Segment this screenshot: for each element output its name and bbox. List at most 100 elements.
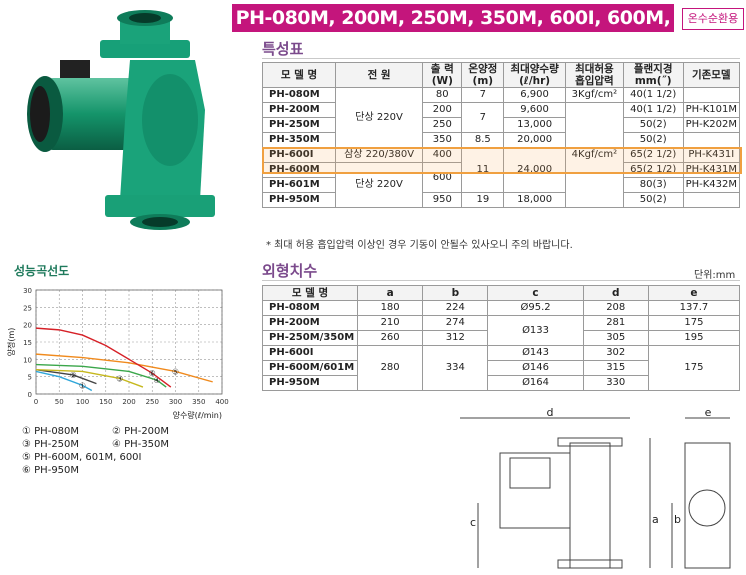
y-tick-label: 30 <box>23 287 32 295</box>
cell: 6,900 <box>503 87 566 103</box>
header-line: 흡입압력 <box>575 75 614 87</box>
cell: PH-950M <box>262 375 358 391</box>
chart-title: 성능곡선도 <box>14 264 70 278</box>
header-line: (m) <box>472 75 494 87</box>
cell: Ø146 <box>487 360 584 376</box>
cell: PH-601M <box>262 177 336 193</box>
cell: Ø95.2 <box>487 300 584 316</box>
unit: 단위:mm <box>694 270 736 281</box>
cell: 50(2) <box>622 132 684 148</box>
y-axis-label: 양정(m) <box>6 328 16 357</box>
cell: PH-950M <box>262 192 336 208</box>
cell: 334 <box>422 345 489 391</box>
x-tick-label: 400 <box>215 398 228 406</box>
header-tag: 온수순환용 <box>682 8 744 30</box>
header-line: 출 력 <box>430 63 454 75</box>
curve-marker: ③ <box>116 374 123 383</box>
curve-marker: ① <box>79 381 86 390</box>
cell: 175 <box>647 345 741 391</box>
header-title: PH-080M, 200M, 250M, 350M, 600I, 600M, 6… <box>232 4 674 57</box>
x-tick-label: 300 <box>169 398 182 406</box>
cell: 80(3) <box>622 177 684 193</box>
outline-drawing: d c a b e <box>460 408 731 569</box>
flange <box>557 559 623 569</box>
terminal-box <box>509 457 551 489</box>
cell: 9,600 <box>503 102 566 118</box>
cell: PH-250M/350M <box>262 330 358 346</box>
cell: PH-600M/601M <box>262 360 358 376</box>
cell: PH-350M <box>262 132 336 148</box>
header-cell: 최대양수량 (ℓ/hr) <box>503 62 566 88</box>
legend-marker: ⑥ <box>22 465 31 476</box>
cell: 330 <box>582 375 649 391</box>
header-line: (ℓ/hr) <box>519 75 551 87</box>
legend-marker: ⑤ <box>22 452 31 463</box>
header-cell: 전 원 <box>334 62 424 88</box>
curve <box>35 327 172 388</box>
header-line: 온양정 <box>468 63 498 75</box>
cell: PH-080M <box>262 87 336 103</box>
header-cell: 모 델 명 <box>262 62 336 88</box>
cell: Ø164 <box>487 375 584 391</box>
cell: PH-K432M <box>682 177 741 193</box>
header-cell: 플랜지경 mm(˝) <box>622 62 684 88</box>
cell: PH-K101M <box>682 102 741 118</box>
header-cell: 모 델 명 <box>262 285 358 301</box>
legend-label: PH-250M <box>34 439 80 450</box>
cell: 19 <box>461 192 505 208</box>
curve <box>35 369 97 385</box>
curve <box>35 369 144 388</box>
spec-table: 모 델 명 전 원 출 력 (W) 온양정 (m) 최대양수량 (ℓ/hr) 최대허용… <box>262 62 741 208</box>
header-line: (W) <box>431 75 453 87</box>
cell: 40(1 1/2) <box>622 87 684 103</box>
legend-row: ① PH-080M ② PH-200M <box>22 425 169 438</box>
curve-marker: ⑤ <box>172 367 179 376</box>
divider <box>262 58 740 59</box>
cell: 50(2) <box>622 117 684 133</box>
header-line: mm(˝) <box>634 75 672 87</box>
y-tick-label: 0 <box>28 391 32 399</box>
cell: PH-080M <box>262 300 358 316</box>
curve-marker: ② <box>70 371 77 380</box>
highlight-box <box>262 147 742 174</box>
header-line: 최대양수량 <box>510 63 559 75</box>
cell: 200 <box>422 102 463 118</box>
cell: 195 <box>647 330 741 346</box>
header-line: 플랜지경 <box>633 63 673 75</box>
cell: 208 <box>582 300 649 316</box>
cell: 250 <box>422 117 463 133</box>
legend-row: ⑤ PH-600M, 601M, 600I <box>22 451 169 464</box>
cell: PH-K202M <box>682 117 741 133</box>
side-outline <box>684 442 731 569</box>
cell: 7 <box>461 87 505 103</box>
cell: 224 <box>422 300 489 316</box>
legend-marker: ③ <box>22 439 31 450</box>
cell: 50(2) <box>622 192 684 208</box>
x-tick-label: 250 <box>146 398 159 406</box>
y-tick-label: 25 <box>23 304 32 312</box>
header-cell: c <box>487 285 584 301</box>
header-cell: 기존모델 <box>682 62 741 88</box>
cell: PH-200M <box>262 315 358 331</box>
note: * 최대 허용 흡입압력 이상인 경우 기동이 안될수 있사오니 주의 바랍니다… <box>266 240 573 251</box>
cell: 305 <box>582 330 649 346</box>
cell: 13,000 <box>503 117 566 133</box>
legend-marker: ① <box>22 426 31 437</box>
x-tick-label: 0 <box>34 398 38 406</box>
section-title: 외형치수 <box>262 262 318 280</box>
cell: 280 <box>356 345 424 391</box>
cell: 18,000 <box>503 192 566 208</box>
cell: 312 <box>422 330 489 346</box>
cell: 302 <box>582 345 649 361</box>
y-tick-label: 10 <box>23 356 32 364</box>
curve <box>35 353 213 383</box>
legend-row: ③ PH-250M ④ PH-350M <box>22 438 169 451</box>
cell: 180 <box>356 300 424 316</box>
legend-label: PH-950M <box>34 465 80 476</box>
pump-body <box>569 442 611 569</box>
x-tick-label: 50 <box>55 398 64 406</box>
dimension-table: 모 델 명 a b c d e PH-080M 180 224 Ø95.2 20… <box>262 285 741 391</box>
cell: PH-200M <box>262 102 336 118</box>
